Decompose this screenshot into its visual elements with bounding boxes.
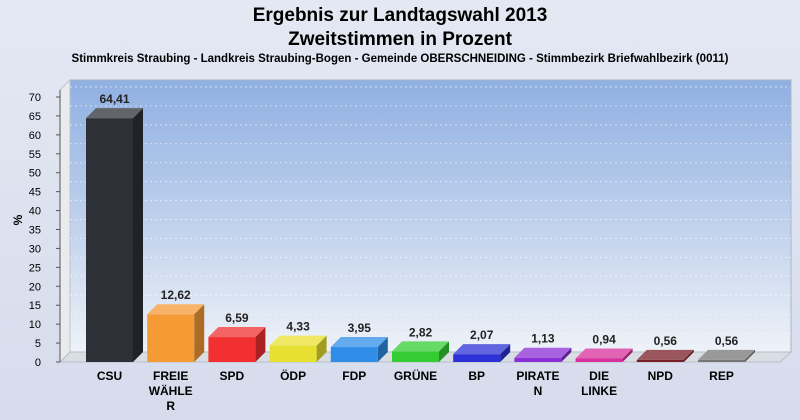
bar <box>636 359 684 362</box>
bar <box>330 347 378 362</box>
bar-side <box>622 348 633 362</box>
x-tick-label: GRÜNE <box>394 368 437 383</box>
data-label: 64,41 <box>99 92 129 106</box>
bar-top <box>208 327 266 338</box>
bar <box>514 357 562 362</box>
bar <box>147 314 195 362</box>
bar <box>453 354 501 362</box>
y-tick-label: 50 <box>29 168 41 180</box>
data-label: 6,59 <box>225 311 249 325</box>
bar <box>575 358 623 362</box>
x-tick-label: N <box>534 384 543 398</box>
bar-side <box>133 108 143 362</box>
x-tick-label: DIE <box>589 369 609 383</box>
y-tick-label: 10 <box>29 319 41 331</box>
data-label: 12,62 <box>161 288 191 302</box>
chart-title: Ergebnis zur Landtagswahl 2013 <box>252 5 548 26</box>
bar-top <box>514 347 572 358</box>
y-tick-label: 30 <box>29 243 41 255</box>
bar-side <box>683 349 694 362</box>
bar-side <box>194 304 205 362</box>
bar-side <box>439 341 449 362</box>
bar-top <box>86 108 143 119</box>
bar-side <box>255 327 266 362</box>
bar <box>208 337 256 362</box>
bar-top <box>575 348 633 359</box>
x-tick-label: FDP <box>342 369 366 383</box>
bar-top <box>392 341 449 352</box>
x-tick-label: CSU <box>97 369 122 383</box>
x-tick-label: ÖDP <box>280 368 306 383</box>
y-tick-label: 5 <box>35 338 41 350</box>
bar-top <box>453 344 511 355</box>
y-tick-label: 65 <box>29 111 41 123</box>
y-tick-label: 55 <box>29 149 41 161</box>
bar-top <box>330 337 388 348</box>
y-tick-label: 35 <box>29 225 41 237</box>
chart-subtitle: Zweitstimmen in Prozent <box>288 29 512 50</box>
chart-caption: Stimmkreis Straubing - Landkreis Straubi… <box>71 53 729 65</box>
x-tick-label: WÄHLE <box>149 383 193 398</box>
y-axis-label: % <box>11 214 25 225</box>
x-tick-label: NPD <box>648 369 674 383</box>
x-tick-label: BP <box>468 369 485 383</box>
data-label: 0,56 <box>715 334 739 348</box>
x-tick-label: PIRATE <box>516 369 559 383</box>
plot-side-wall <box>59 78 71 364</box>
x-tick-label: LINKE <box>581 384 617 398</box>
data-label: 2,82 <box>409 325 433 339</box>
bar <box>269 345 317 362</box>
bar-top <box>269 335 327 346</box>
bar <box>86 118 133 362</box>
y-tick-label: 45 <box>29 187 41 199</box>
data-label: 3,95 <box>348 321 372 335</box>
data-label: 2,07 <box>470 328 494 342</box>
y-tick-label: 20 <box>29 281 41 293</box>
bar-top <box>147 304 205 315</box>
bar-side <box>316 335 327 362</box>
bar-side <box>561 347 572 362</box>
y-tick-label: 15 <box>29 300 41 312</box>
data-label: 0,56 <box>654 334 678 348</box>
x-tick-label: FREIE <box>153 369 188 383</box>
y-tick-label: 40 <box>29 206 41 218</box>
bar-side <box>745 349 755 362</box>
y-tick-label: 25 <box>29 262 41 274</box>
bar-top <box>636 349 694 360</box>
data-label: 1,13 <box>531 332 555 346</box>
bar <box>698 359 745 362</box>
data-label: 4,33 <box>286 320 310 334</box>
y-tick-label: 60 <box>29 130 41 142</box>
y-tick-label: 0 <box>35 357 41 369</box>
x-tick-label: SPD <box>220 369 245 383</box>
x-tick-label: REP <box>709 369 734 383</box>
x-tick-label: R <box>166 399 175 413</box>
bar <box>392 351 439 362</box>
bar-top <box>698 349 755 360</box>
bar-side <box>377 337 388 362</box>
bar-side <box>500 344 511 362</box>
y-tick-label: 70 <box>29 92 41 104</box>
data-label: 0,94 <box>592 332 616 346</box>
